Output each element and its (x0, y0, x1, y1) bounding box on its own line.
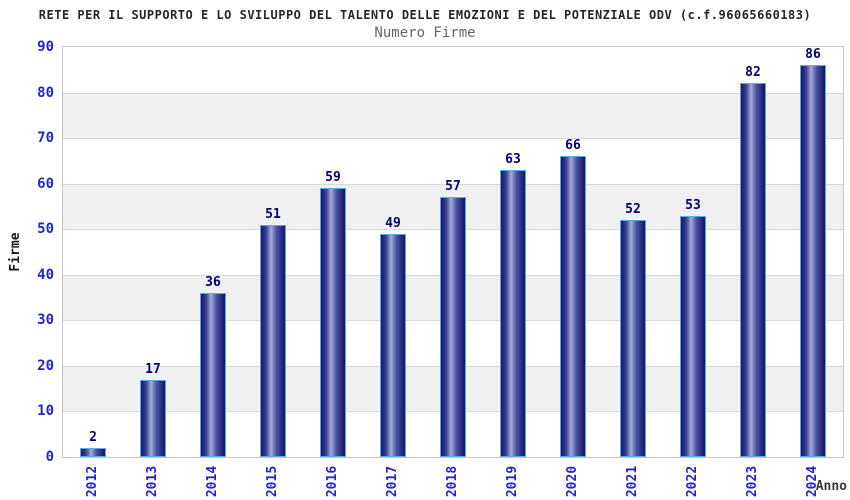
bar-value-label: 57 (445, 179, 461, 194)
y-tick-label: 30 (37, 312, 54, 329)
bar-2020 (560, 156, 586, 457)
bar-2024 (800, 65, 826, 457)
x-tick-year-text: 2023 (745, 465, 761, 497)
bar-2015 (260, 225, 286, 457)
bar-value-label: 86 (805, 47, 821, 62)
chart-title: RETE PER IL SUPPORTO E LO SVILUPPO DEL T… (38, 8, 812, 22)
bar-value-label: 51 (265, 207, 281, 222)
bar-value-label: 2 (89, 430, 97, 445)
bar-2019 (500, 170, 526, 457)
x-tick-year-text: 2021 (625, 465, 641, 497)
bar-2018 (440, 197, 466, 457)
bar-2017 (380, 234, 406, 457)
x-tick-label: 2015 (263, 462, 283, 500)
y-tick-label: 80 (37, 84, 54, 101)
grid-band (63, 92, 843, 139)
y-tick-label: 60 (37, 175, 54, 192)
x-tick-label: 2019 (503, 462, 523, 500)
bar-value-label: 53 (685, 198, 701, 213)
y-tick-label: 20 (37, 357, 54, 374)
bar-2022 (680, 216, 706, 457)
x-tick-year-text: 2013 (145, 465, 161, 497)
bar-2016 (320, 188, 346, 457)
x-tick-label: 2021 (623, 462, 643, 500)
y-tick-label: 70 (37, 130, 54, 147)
bar-value-label: 63 (505, 152, 521, 167)
x-tick-label: 2016 (323, 462, 343, 500)
bar-2014 (200, 293, 226, 457)
x-tick-label: 2017 (383, 462, 403, 500)
x-tick-label: 2018 (443, 462, 463, 500)
bar-value-label: 52 (625, 202, 641, 217)
bar-value-label: 66 (565, 138, 581, 153)
x-tick-year-text: 2012 (85, 465, 101, 497)
bar-value-label: 59 (325, 170, 341, 185)
bar-value-label: 82 (745, 65, 761, 80)
x-tick-label: 2013 (143, 462, 163, 500)
grid-line (63, 92, 843, 94)
y-tick-label: 10 (37, 403, 54, 420)
chart-subtitle: Numero Firme (374, 25, 476, 41)
bar-2023 (740, 83, 766, 457)
x-tick-year-text: 2014 (205, 465, 221, 497)
x-tick-label: 2020 (563, 462, 583, 500)
bar-2013 (140, 380, 166, 457)
bar-value-label: 49 (385, 216, 401, 231)
y-tick-label: 40 (37, 266, 54, 283)
x-tick-year-text: 2019 (505, 465, 521, 497)
bar-2021 (620, 220, 646, 457)
x-tick-year-text: 2016 (325, 465, 341, 497)
x-tick-year-text: 2017 (385, 465, 401, 497)
x-tick-label: 2014 (203, 462, 223, 500)
x-tick-year-text: 2022 (685, 465, 701, 497)
bar-value-label: 17 (145, 362, 161, 377)
plot-area: 2 17 36 51 59 49 57 63 66 52 53 82 86 (62, 46, 844, 458)
y-tick-label: 0 (45, 449, 54, 465)
bar-2012 (80, 448, 106, 457)
grid-band (63, 47, 843, 93)
grid-line (63, 138, 843, 140)
x-tick-label: 2023 (743, 462, 763, 500)
y-tick-label: 50 (37, 221, 54, 238)
grid-line (63, 183, 843, 185)
x-axis-label: Anno (815, 479, 847, 494)
bar-value-label: 36 (205, 275, 221, 290)
x-tick-label: 2012 (83, 462, 103, 500)
grid-band (63, 138, 843, 184)
x-tick-year-text: 2020 (565, 465, 581, 497)
x-tick-label: 2022 (683, 462, 703, 500)
x-tick-year-text: 2018 (445, 465, 461, 497)
x-tick-year-text: 2015 (265, 465, 281, 497)
y-tick-label: 90 (37, 39, 54, 55)
